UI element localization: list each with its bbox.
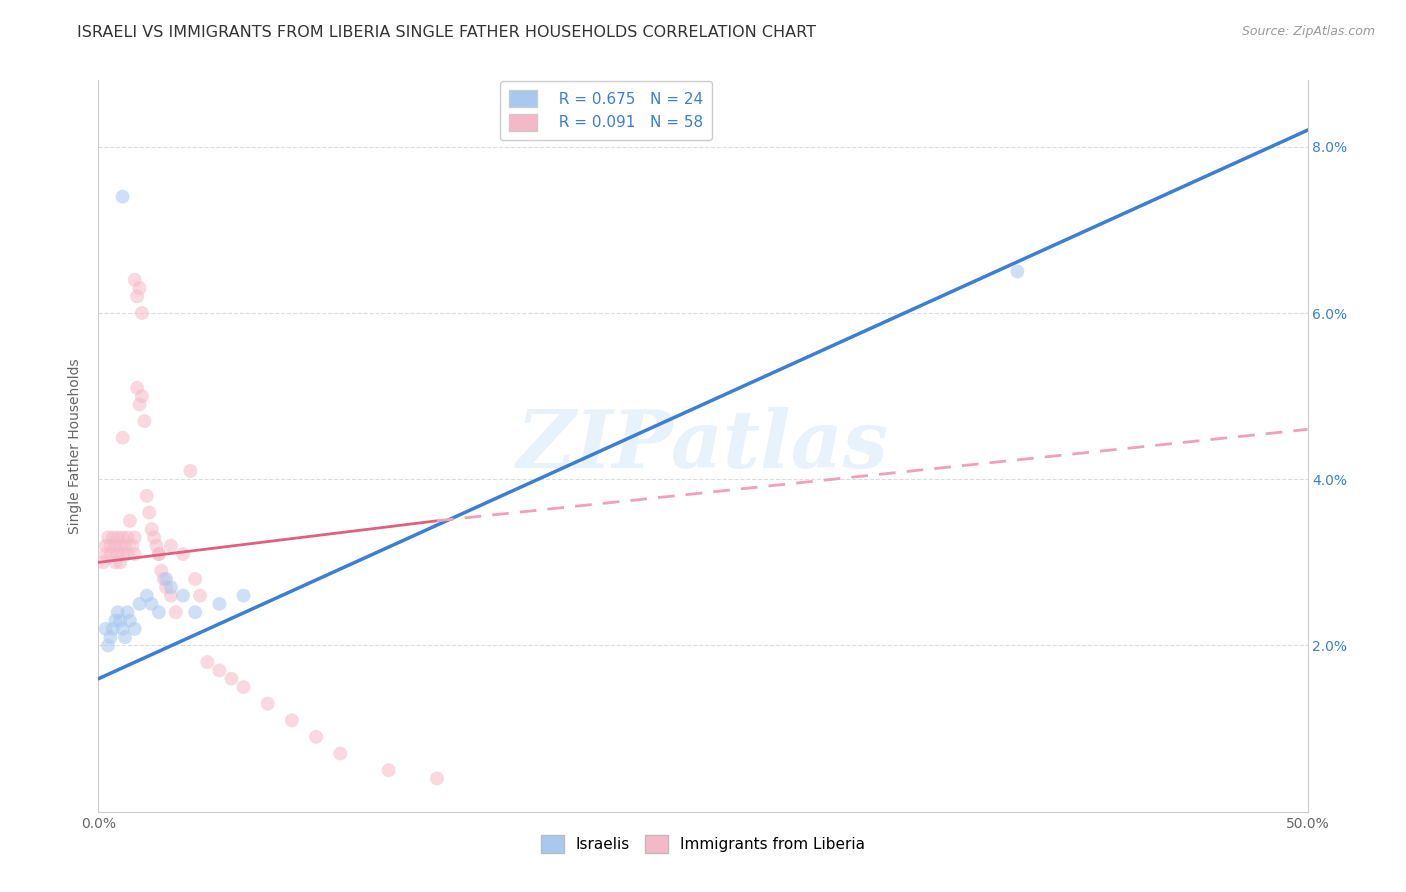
Point: [94, 547, 117, 561]
Point: [121, 539, 143, 553]
Point: [91, 555, 114, 569]
Point: [111, 622, 134, 636]
Point: [100, 539, 122, 553]
Point: [128, 397, 150, 411]
Point: [94, 622, 117, 636]
Point: [117, 547, 139, 561]
Point: [114, 539, 136, 553]
Point: [148, 547, 170, 561]
Point: [104, 555, 127, 569]
Point: [160, 539, 183, 553]
Point: [111, 547, 134, 561]
Point: [94, 539, 117, 553]
Point: [232, 589, 254, 603]
Point: [155, 572, 177, 586]
Point: [1007, 264, 1029, 278]
Point: [101, 530, 124, 544]
Point: [104, 539, 127, 553]
Point: [127, 289, 149, 303]
Point: [117, 530, 139, 544]
Point: [124, 622, 146, 636]
Point: [118, 614, 141, 628]
Text: ZIPatlas: ZIPatlas: [517, 408, 889, 484]
Point: [426, 772, 449, 786]
Point: [148, 547, 170, 561]
Point: [329, 747, 352, 761]
Point: [127, 381, 149, 395]
Point: [131, 389, 153, 403]
Point: [135, 489, 157, 503]
Point: [232, 680, 254, 694]
Point: [108, 555, 131, 569]
Point: [107, 547, 129, 561]
Point: [108, 539, 131, 553]
Point: [141, 522, 163, 536]
Point: [150, 564, 173, 578]
Legend: Israelis, Immigrants from Liberia: Israelis, Immigrants from Liberia: [534, 829, 872, 859]
Point: [134, 414, 156, 428]
Point: [117, 605, 139, 619]
Point: [97, 639, 120, 653]
Point: [172, 589, 194, 603]
Point: [104, 614, 127, 628]
Point: [138, 506, 160, 520]
Point: [141, 597, 163, 611]
Point: [208, 664, 231, 678]
Text: ISRAELI VS IMMIGRANTS FROM LIBERIA SINGLE FATHER HOUSEHOLDS CORRELATION CHART: ISRAELI VS IMMIGRANTS FROM LIBERIA SINGL…: [77, 25, 817, 40]
Point: [111, 189, 134, 203]
Point: [208, 597, 231, 611]
Y-axis label: Single Father Households: Single Father Households: [69, 359, 83, 533]
Point: [111, 431, 134, 445]
Point: [179, 464, 201, 478]
Point: [124, 547, 146, 561]
Point: [148, 605, 170, 619]
Point: [100, 630, 122, 644]
Point: [172, 547, 194, 561]
Point: [160, 589, 183, 603]
Point: [305, 730, 328, 744]
Point: [152, 572, 174, 586]
Point: [124, 530, 146, 544]
Point: [101, 622, 124, 636]
Point: [256, 697, 278, 711]
Point: [377, 763, 399, 777]
Point: [131, 306, 153, 320]
Point: [97, 530, 120, 544]
Point: [281, 714, 304, 728]
Point: [100, 547, 122, 561]
Point: [111, 530, 134, 544]
Point: [195, 655, 218, 669]
Point: [155, 580, 177, 594]
Point: [188, 589, 211, 603]
Point: [107, 605, 129, 619]
Point: [118, 514, 141, 528]
Text: Source: ZipAtlas.com: Source: ZipAtlas.com: [1241, 25, 1375, 38]
Point: [165, 605, 187, 619]
Point: [124, 273, 146, 287]
Point: [128, 597, 150, 611]
Point: [145, 539, 167, 553]
Point: [184, 572, 207, 586]
Point: [135, 589, 157, 603]
Point: [221, 672, 243, 686]
Point: [107, 530, 129, 544]
Point: [143, 530, 166, 544]
Point: [128, 281, 150, 295]
Point: [108, 614, 131, 628]
Point: [160, 580, 183, 594]
Point: [114, 630, 136, 644]
Point: [184, 605, 207, 619]
